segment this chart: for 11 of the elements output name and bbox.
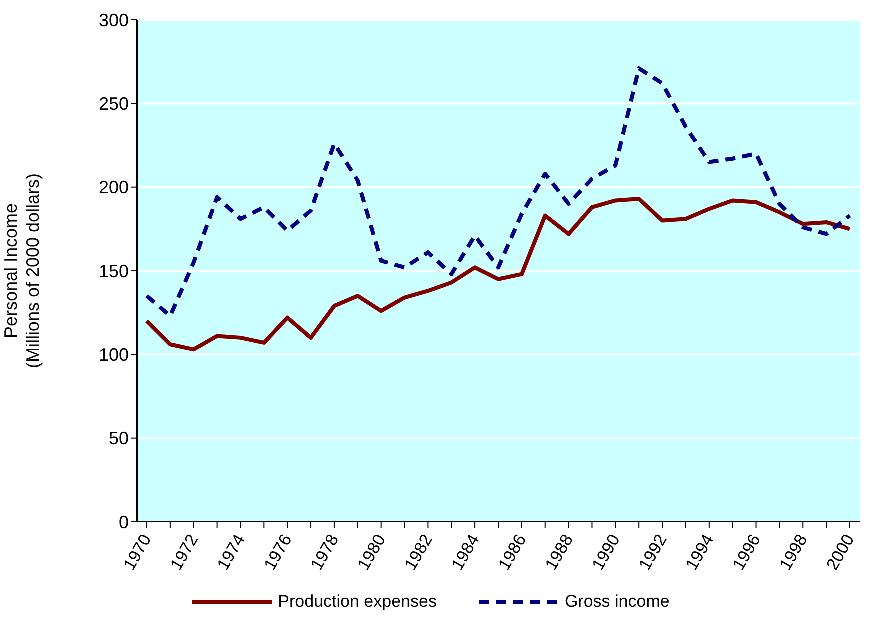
legend-label: Gross income [564, 592, 670, 612]
y-tick-label: 200 [98, 178, 129, 198]
y-tick-label: 250 [98, 94, 129, 114]
legend-label: Production expenses [278, 592, 437, 612]
line-series [145, 197, 852, 352]
y-tick-label: 100 [98, 345, 129, 366]
y-tick-label: 50 [108, 428, 129, 449]
y-tick-label: 300 [98, 10, 129, 30]
y-tick-label: 0 [118, 512, 129, 532]
y-axis-title: Personal Income (Millions of 2000 dollars) [1, 173, 43, 369]
y-tick-label: 150 [98, 261, 129, 282]
